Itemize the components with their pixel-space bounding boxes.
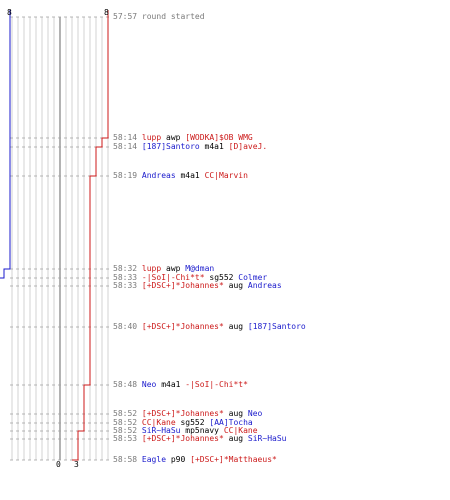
event-time: 57:57 xyxy=(113,12,138,21)
event-time: 58:14 xyxy=(113,133,138,142)
victim-name: CC|Marvin xyxy=(204,171,248,180)
killer-name: Neo xyxy=(141,380,157,389)
weapon-name: aug xyxy=(228,434,244,443)
event-time: 58:19 xyxy=(113,171,138,180)
killer-name: [+DSC+]*Johannes* xyxy=(141,409,224,418)
killer-name: SiR~HaSu xyxy=(141,426,181,435)
victim-name: SiR~HaSu xyxy=(247,434,287,443)
killer-name: [187]Santoro xyxy=(141,142,200,151)
weapon-name: sg552 xyxy=(209,273,234,282)
event-time: 58:33 xyxy=(113,281,138,290)
blue-end-count: 0 xyxy=(56,460,61,469)
red-team-alive-line xyxy=(72,10,109,461)
weapon-name: m4a1 xyxy=(161,380,181,389)
victim-name: Andreas xyxy=(247,281,282,290)
event-time: 58:52 xyxy=(113,418,138,427)
killer-name: [+DSC+]*Johannes* xyxy=(141,322,224,331)
event-line: 58:52 CC|Kane sg552 [AA]Tocha xyxy=(113,418,253,427)
event-line: 58:48 Neo m4a1 -|SoI|-Chi*t* xyxy=(113,380,248,389)
event-time: 58:33 xyxy=(113,273,138,282)
killer-name: [+DSC+]*Johannes* xyxy=(141,281,224,290)
weapon-name: awp xyxy=(166,264,181,273)
event-line: 58:19 Andreas m4a1 CC|Marvin xyxy=(113,171,248,180)
killer-name: -|SoI|-Chi*t* xyxy=(141,273,205,282)
killer-name: lupp xyxy=(141,264,162,273)
event-guide-lines xyxy=(10,16,110,461)
blue-team-alive-line xyxy=(0,10,11,279)
killer-name: Andreas xyxy=(141,171,176,180)
event-line: 58:32 lupp awp M@dman xyxy=(113,264,214,273)
red-start-count: 8 xyxy=(104,8,109,17)
event-time: 58:58 xyxy=(113,455,138,464)
victim-name: -|SoI|-Chi*t* xyxy=(185,380,248,389)
weapon-name: m4a1 xyxy=(204,142,224,151)
event-time: 58:53 xyxy=(113,434,138,443)
victim-name: Colmer xyxy=(238,273,268,282)
event-line: 58:14 lupp awp [WODKA]$OB WMG xyxy=(113,133,253,142)
event-time: 58:40 xyxy=(113,322,138,331)
event-line: 58:52 SiR~HaSu mp5navy CC|Kane xyxy=(113,426,258,435)
event-info: round started xyxy=(141,12,205,21)
weapon-name: awp xyxy=(166,133,181,142)
weapon-name: aug xyxy=(228,409,244,418)
event-time: 58:32 xyxy=(113,264,138,273)
weapon-name: p90 xyxy=(170,455,186,464)
event-time: 58:52 xyxy=(113,409,138,418)
event-line: 58:58 Eagle p90 [+DSC+]*Matthaeus* xyxy=(113,455,277,464)
event-line: 58:40 [+DSC+]*Johannes* aug [187]Santoro xyxy=(113,322,306,331)
timeline-grid xyxy=(11,17,109,460)
weapon-name: mp5navy xyxy=(185,426,219,435)
victim-name: [D]aveJ. xyxy=(228,142,268,151)
victim-name: [+DSC+]*Matthaeus* xyxy=(190,455,277,464)
event-time: 58:48 xyxy=(113,380,138,389)
event-line: 58:14 [187]Santoro m4a1 [D]aveJ. xyxy=(113,142,267,151)
victim-name: [AA]Tocha xyxy=(209,418,253,427)
weapon-name: aug xyxy=(228,281,244,290)
victim-name: [WODKA]$OB WMG xyxy=(185,133,253,142)
red-end-count: 3 xyxy=(74,460,79,469)
event-time: 58:14 xyxy=(113,142,138,151)
event-line: 57:57 round started xyxy=(113,12,205,21)
killer-name: Eagle xyxy=(141,455,167,464)
blue-start-count: 8 xyxy=(7,8,12,17)
victim-name: Neo xyxy=(247,409,263,418)
victim-name: CC|Kane xyxy=(223,426,258,435)
event-line: 58:33 -|SoI|-Chi*t* sg552 Colmer xyxy=(113,273,267,282)
event-time: 58:52 xyxy=(113,426,138,435)
victim-name: M@dman xyxy=(185,264,215,273)
event-line: 58:53 [+DSC+]*Johannes* aug SiR~HaSu xyxy=(113,434,286,443)
victim-name: [187]Santoro xyxy=(247,322,306,331)
event-line: 58:33 [+DSC+]*Johannes* aug Andreas xyxy=(113,281,282,290)
event-line: 58:52 [+DSC+]*Johannes* aug Neo xyxy=(113,409,262,418)
weapon-name: m4a1 xyxy=(180,171,200,180)
weapon-name: sg552 xyxy=(180,418,205,427)
killer-name: [+DSC+]*Johannes* xyxy=(141,434,224,443)
weapon-name: aug xyxy=(228,322,244,331)
killer-name: lupp xyxy=(141,133,162,142)
killer-name: CC|Kane xyxy=(141,418,176,427)
